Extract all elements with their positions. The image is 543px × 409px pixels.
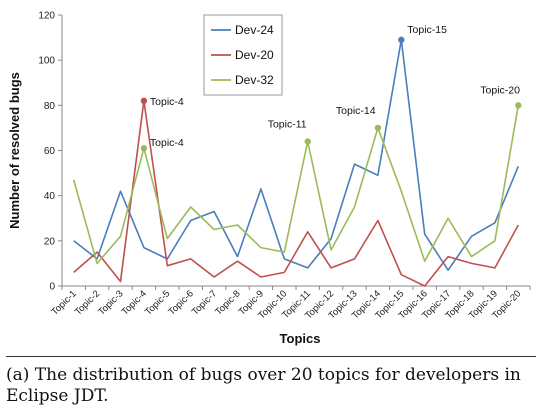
series-line-dev-24 xyxy=(73,38,520,272)
annotation-label: Topic-4 xyxy=(150,137,184,149)
series-line-dev-20 xyxy=(73,100,520,287)
x-tick-label: Topic-7 xyxy=(190,288,219,317)
figure-caption: (a) The distribution of bugs over 20 top… xyxy=(6,356,536,407)
annotation-markers xyxy=(140,36,522,152)
annotations: Topic-4 Topic-4 Topic-11 Topic-14 Topic-15 To… xyxy=(150,24,520,149)
x-tick-label: Topic-8 xyxy=(213,288,242,317)
annotation-label: Topic-14 xyxy=(336,105,376,117)
x-tick-label: Topic-5 xyxy=(143,288,172,317)
axes xyxy=(61,15,530,287)
annotation-marker xyxy=(140,97,148,105)
annotation-label: Topic-20 xyxy=(480,84,520,96)
annotation-label: Topic-15 xyxy=(407,24,447,36)
annotation-marker xyxy=(140,145,148,152)
y-tick-label: 20 xyxy=(44,236,56,247)
annotation-marker xyxy=(398,36,405,44)
x-tick-label: Topic-4 xyxy=(120,288,149,317)
y-tick-labels: 0 20 40 60 80 100 120 xyxy=(38,11,62,293)
y-tick-label: 60 xyxy=(44,146,56,157)
legend: Dev-24 Dev-20 Dev-32 xyxy=(203,14,283,96)
annotation-label: Topic-4 xyxy=(150,96,184,108)
y-tick-label: 80 xyxy=(44,101,56,112)
x-tick-label: Topic-6 xyxy=(166,288,195,317)
y-tick-label: 0 xyxy=(49,282,55,293)
y-axis-title: Number of resolved bugs xyxy=(7,72,22,229)
x-tick-labels: Topic-1Topic-2Topic-3Topic-4Topic-5Topic… xyxy=(49,286,531,322)
x-tick-label: Topic-2 xyxy=(73,288,102,317)
y-tick-label: 40 xyxy=(44,191,56,202)
annotation-marker xyxy=(374,124,382,132)
x-tick-label: Topic-1 xyxy=(49,288,78,317)
annotation-marker xyxy=(304,138,311,145)
y-tick-label: 120 xyxy=(38,11,55,22)
x-axis-title: Topics xyxy=(280,331,321,346)
series-line-dev-32 xyxy=(72,105,520,265)
legend-label: Dev-20 xyxy=(235,48,274,62)
annotation-label: Topic-11 xyxy=(268,118,307,130)
y-tick-label: 100 xyxy=(38,56,55,67)
legend-label: Dev-32 xyxy=(235,73,274,87)
annotation-marker xyxy=(515,102,522,109)
series-lines xyxy=(72,38,520,287)
x-tick-label: Topic-3 xyxy=(96,288,125,317)
legend-label: Dev-24 xyxy=(235,23,274,37)
